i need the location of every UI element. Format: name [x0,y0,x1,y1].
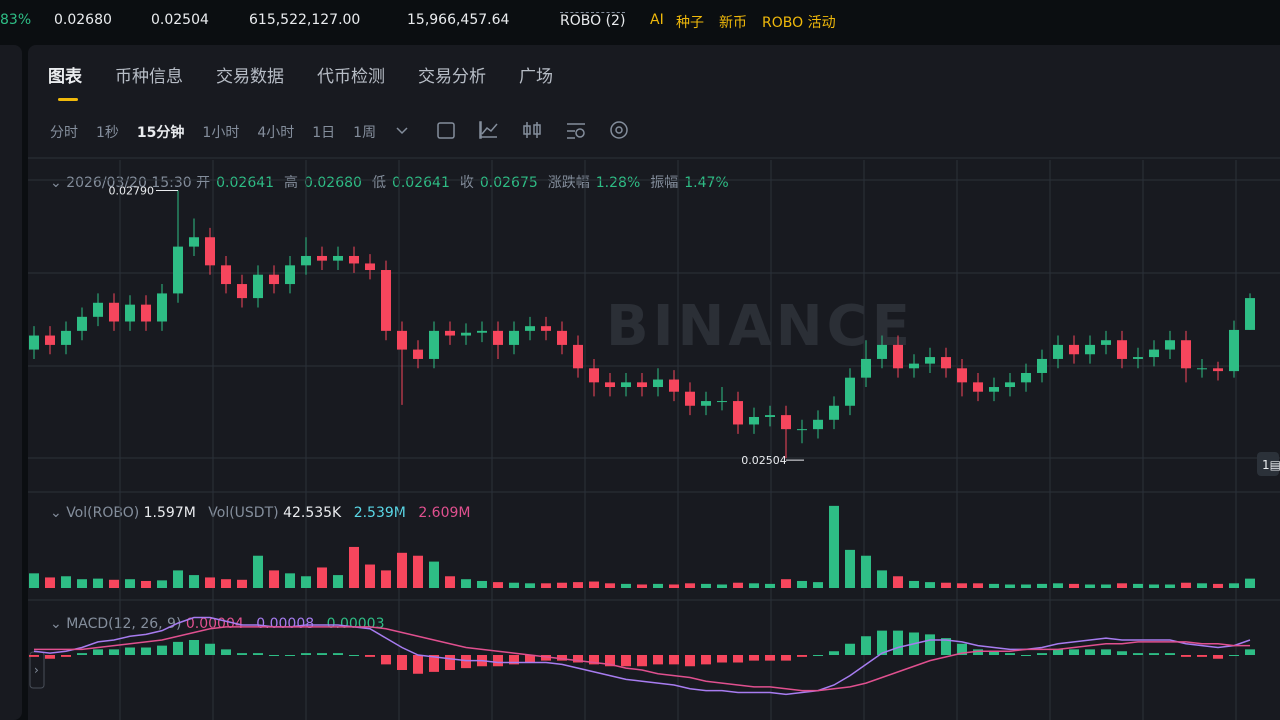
legend: 2.539M [353,505,406,521]
tab-indicator [58,98,78,101]
tag[interactable]: ROBO 活动 [762,15,836,31]
toolbar: 分时 1秒 15分钟 1小时 4小时 1日 1周 [50,122,394,142]
info-value: 0.02641 [391,175,450,191]
stat[interactable]: ROBO (2) [560,12,626,29]
macd-legend: ⌄ MACD(12, 26, 9) 0.00004 0.00008 0.0000… [50,616,385,632]
tab[interactable]: 交易分析 [418,67,486,87]
tab[interactable]: 图表 [48,67,82,87]
stat: 0.02504 [151,12,209,28]
info-value: 1.47% [684,175,729,191]
ticker-bar: 83% 0.02680 0.02504 615,522,127.00 15,96… [0,0,1280,40]
tag[interactable]: 新币 [719,15,747,31]
interval[interactable]: 1小时 [202,125,240,141]
info-label: 低 [371,175,386,191]
ohlc-info: ⌄ 2026/03/20 15:30 开 0.02641 高 0.02680 低 0.02… [50,175,729,191]
info-value: 0.02675 [479,175,538,191]
tag[interactable]: AI [650,12,664,28]
info-value: 1.28% [595,175,641,191]
info-value: 0.02641 [216,175,275,191]
info-label: 收 [459,175,474,191]
tab[interactable]: 币种信息 [115,67,183,87]
interval[interactable]: 1日 [312,125,336,141]
datetime: 2026/03/20 15:30 [66,175,192,191]
tab[interactable]: 交易数据 [216,67,284,87]
info-label: 开 [196,175,211,191]
interval[interactable]: 15分钟 [136,125,185,141]
legend: 2.609M [418,505,471,521]
info-label: 振幅 [650,175,679,191]
tag[interactable]: 种子 [676,15,704,31]
side-panel [0,45,22,720]
interval[interactable]: 分时 [50,125,78,141]
stat: 0.02680 [54,12,112,28]
interval[interactable]: 1周 [353,125,377,141]
stat: 615,522,127.00 [249,12,361,28]
stat: 15,966,457.64 [407,12,510,28]
vol-legend: ⌄ Vol(ROBO) 1.597M Vol(USDT) 42.535K 2.5… [50,505,471,521]
info-label: 高 [284,175,299,191]
tabs: 图表 币种信息 交易数据 代币检测 交易分析 广场 [48,62,586,87]
tab[interactable]: 代币检测 [317,67,385,87]
legend: 42.535K [283,505,342,521]
change: 83% [0,12,32,28]
interval[interactable]: 1秒 [96,125,119,141]
info-value: 0.02680 [304,175,362,191]
legend: 0.00008 [256,616,315,632]
legend: 0.00004 [185,616,244,632]
tab[interactable]: 广场 [519,67,553,87]
legend: 1.597M [143,505,196,521]
interval[interactable]: 4小时 [257,125,295,141]
legend: Vol(USDT) [208,505,279,521]
legend: MACD(12, 26, 9) [66,616,182,632]
legend: 0.00003 [326,616,385,632]
legend: Vol(ROBO) [66,505,140,521]
info-label: 涨跌幅 [547,175,590,191]
